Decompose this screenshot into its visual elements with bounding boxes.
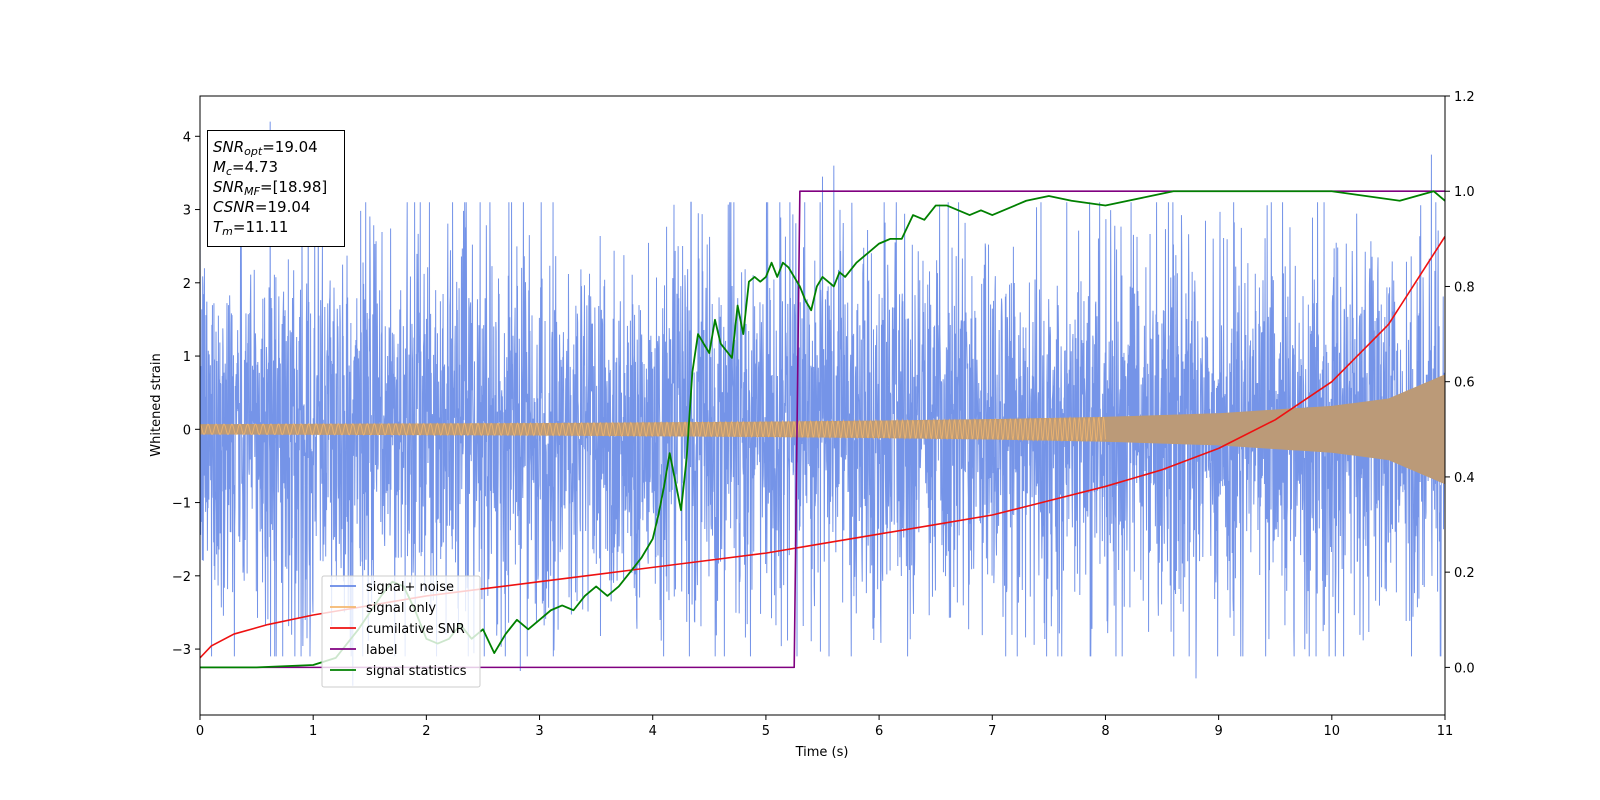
series-cumulative-snr	[200, 236, 1445, 659]
legend-label: label	[366, 643, 397, 658]
series-signal-only	[200, 374, 1445, 485]
legend-item: label	[330, 643, 397, 658]
y2-tick-label: 1.2	[1454, 90, 1475, 105]
x-tick-label: 1	[309, 724, 317, 739]
y2-tick-label: 0.6	[1454, 376, 1475, 391]
legend-item: signal+ noise	[330, 580, 454, 595]
x-tick-label: 2	[422, 724, 430, 739]
y-tick-label: 0	[183, 423, 191, 438]
y-axis-left: −3 −2 −1 0 1 2 3 4	[172, 130, 200, 658]
x-tick-label: 10	[1324, 724, 1341, 739]
plot-area	[200, 121, 1445, 686]
x-tick-label: 4	[649, 724, 657, 739]
series-label	[200, 190, 1445, 669]
x-tick-label: 9	[1214, 724, 1222, 739]
y-tick-label: −2	[172, 570, 191, 585]
legend-item: cumilative SNR	[330, 622, 465, 637]
y-tick-label: −3	[172, 643, 191, 658]
series-signal-only-wave	[200, 416, 1106, 442]
info-mc: Mc=4.73	[213, 158, 278, 178]
x-axis: 0 1 2 3 4 5 6 7 8 9 10 11	[196, 715, 1453, 739]
y2-tick-label: 0.0	[1454, 661, 1475, 676]
plot-frame	[199, 95, 1446, 716]
info-csnr: CSNR=19.04	[213, 198, 311, 216]
legend-label: cumilative SNR	[366, 622, 465, 637]
x-axis-label: Time (s)	[795, 745, 849, 760]
x-tick-label: 0	[196, 724, 204, 739]
x-tick-label: 6	[875, 724, 883, 739]
info-tm: Tm=11.11	[213, 218, 289, 238]
x-tick-label: 3	[535, 724, 543, 739]
y-tick-label: 1	[183, 350, 191, 365]
y2-tick-label: 0.4	[1454, 471, 1475, 486]
info-snr-opt: SNRopt=19.04	[213, 138, 318, 158]
y-axis-label: Whitened strain	[149, 353, 164, 456]
legend: signal+ noise signal only cumilative SNR la…	[321, 575, 481, 688]
series-signal-statistics	[200, 190, 1445, 669]
y-axis-right: 0.0 0.2 0.4 0.6 0.8 1.0 1.2	[1445, 90, 1475, 676]
y2-tick-label: 1.0	[1454, 185, 1475, 200]
x-tick-label: 5	[762, 724, 770, 739]
y-tick-label: 4	[183, 130, 191, 145]
y-tick-label: 2	[183, 277, 191, 292]
legend-label: signal only	[366, 601, 436, 616]
info-box: SNRopt=19.04 Mc=4.73 SNRMF=[18.98] CSNR=…	[207, 130, 345, 247]
x-tick-label: 7	[988, 724, 996, 739]
y-tick-label: 3	[183, 204, 191, 219]
y2-tick-label: 0.2	[1454, 566, 1475, 581]
series-signal-noise	[200, 121, 1445, 686]
legend-box	[321, 575, 481, 688]
legend-label: signal statistics	[366, 664, 467, 679]
y2-tick-label: 0.8	[1454, 280, 1475, 295]
legend-label: signal+ noise	[366, 580, 454, 595]
legend-item: signal statistics	[330, 664, 467, 679]
x-tick-label: 11	[1437, 724, 1454, 739]
legend-item: signal only	[330, 601, 436, 616]
x-tick-label: 8	[1101, 724, 1109, 739]
info-snr-mf: SNRMF=[18.98]	[213, 178, 328, 198]
y-tick-label: −1	[172, 497, 191, 512]
